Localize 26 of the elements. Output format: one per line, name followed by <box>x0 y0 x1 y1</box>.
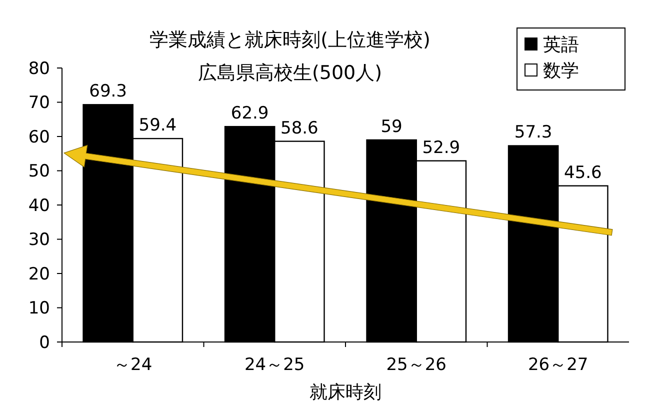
y-tick-label: 30 <box>28 230 50 250</box>
data-label: 57.3 <box>514 122 552 143</box>
legend-label: 数学 <box>543 60 579 82</box>
x-tick-label: ～24 <box>114 355 152 375</box>
y-tick-label: 50 <box>28 162 50 182</box>
y-tick-label: 70 <box>28 93 50 114</box>
y-tick-label: 40 <box>28 196 50 216</box>
x-tick-label: 24～25 <box>244 355 305 375</box>
data-label: 58.6 <box>280 118 318 138</box>
chart-subtitle: 広島県高校生(500人) <box>198 62 382 84</box>
chart-title: 学業成績と就床時刻(上位進学校) <box>150 29 430 51</box>
data-label: 59 <box>380 116 402 137</box>
legend-label: 英語 <box>543 34 579 56</box>
y-tick-label: 20 <box>28 264 50 284</box>
x-tick-label: 25～26 <box>386 355 447 375</box>
data-label: 69.3 <box>89 82 127 102</box>
y-tick-label: 60 <box>28 127 50 148</box>
x-tick-label: 26～27 <box>528 355 588 375</box>
data-label: 59.4 <box>138 116 177 136</box>
x-axis-title: 就床時刻 <box>310 382 382 403</box>
y-tick-label: 80 <box>28 58 50 79</box>
data-label: 45.6 <box>564 162 602 183</box>
y-tick-label: 0 <box>39 332 50 353</box>
data-label: 62.9 <box>230 104 269 124</box>
data-label: 52.9 <box>422 138 460 158</box>
y-tick-label: 10 <box>28 298 50 319</box>
